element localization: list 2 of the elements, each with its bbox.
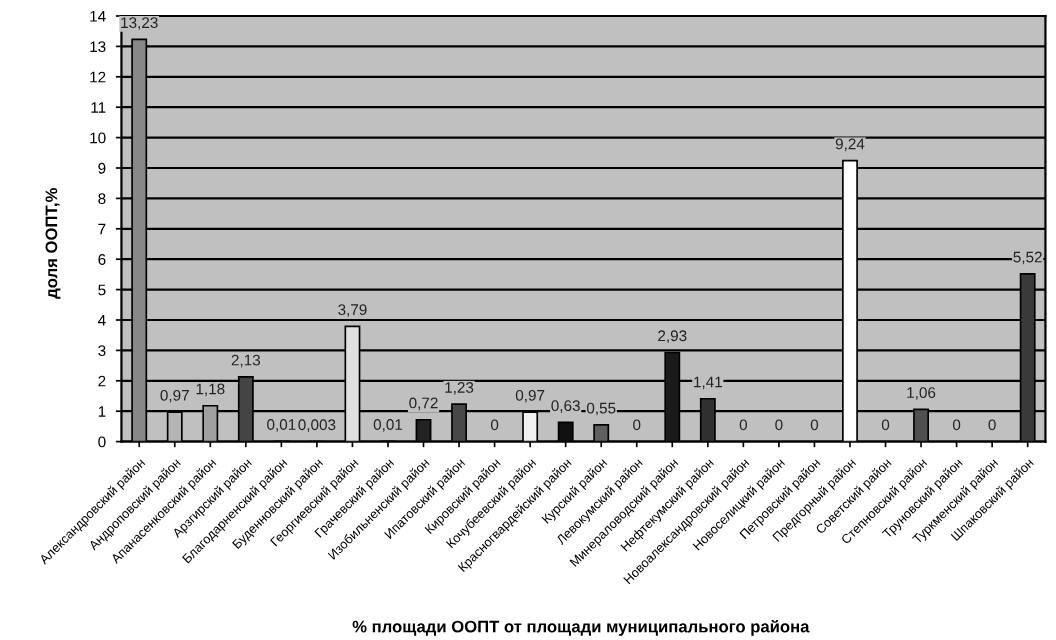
- y-axis-title: доля ООПТ,%: [45, 188, 61, 299]
- x-axis-title: % площади ООПТ от площади муниципального района: [352, 619, 810, 636]
